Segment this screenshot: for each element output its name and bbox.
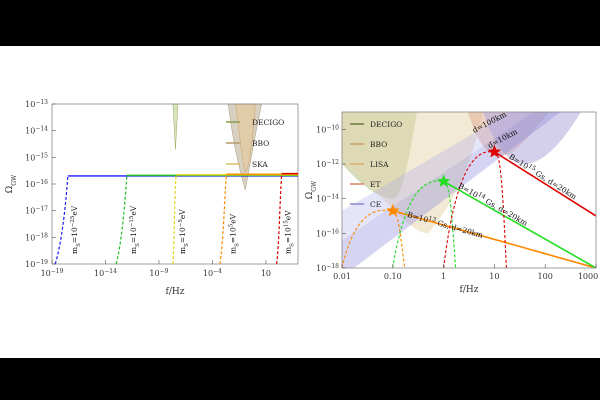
left-ytick-label-6: 10−13 (25, 99, 48, 110)
right-ylabel: ΩGW (305, 180, 318, 199)
bbo-region-right (342, 112, 484, 234)
left-ytick-label-2: 10−17 (25, 205, 48, 216)
right-ytick-label-4: 10−18 (316, 263, 339, 274)
ce-region-right (483, 112, 581, 164)
left-xlabel: f/Hz (166, 287, 185, 297)
left-xtick-label-1: 10−14 (94, 268, 117, 279)
right-series-tail-2 (493, 151, 596, 217)
distance-band-upper (342, 112, 534, 241)
left-ytick-label-4: 10−15 (25, 152, 48, 163)
right-ytick-label-2: 10−14 (316, 193, 339, 204)
left-ytick-label-1: 10−18 (25, 232, 48, 243)
right-legend-label-1: BBO (370, 140, 387, 149)
right-xtick-label-5: 1000 (578, 272, 598, 281)
right-series-star-1 (436, 174, 451, 187)
left-legend-label-2: SKA (252, 160, 268, 169)
series-label-0: mS=10−25eV (70, 205, 82, 254)
right-series-star-0 (386, 203, 400, 217)
series-label-1: mS=10−15eV (129, 205, 141, 254)
figure-panel: mS=10−25eV mS=10−15eV mS=10−5eV mS=105eV mS=… (0, 46, 600, 358)
distance-band (342, 112, 561, 268)
right-plot-frame (341, 111, 597, 269)
series-rise-2 (172, 174, 177, 265)
series-label-4: mS=1015eV (284, 210, 296, 254)
left-chart: mS=10−25eV mS=10−15eV mS=10−5eV mS=105eV mS=… (5, 99, 299, 297)
right-legend-label-0: DECIGO (370, 120, 402, 129)
left-xtick-label-3: 10−4 (203, 268, 222, 279)
right-legend-label-2: LISA (370, 160, 389, 169)
figure-svg: mS=10−25eV mS=10−15eV mS=10−5eV mS=105eV mS=… (5, 99, 598, 298)
left-ytick-label-3: 10−16 (25, 179, 48, 190)
series-label-2: mS=10−5eV (178, 209, 190, 254)
series-rise-4 (276, 173, 283, 265)
right-series-label-1: B=1014 Gs, d=20km (457, 180, 530, 228)
left-ylabel: ΩGW (5, 174, 18, 193)
right-series-star-2 (487, 144, 502, 158)
right-legend-label-3: ET (370, 180, 380, 189)
left-xtick-label-0: 10−19 (41, 268, 64, 279)
bbo-region (235, 103, 256, 173)
series-rise-0 (54, 175, 69, 265)
right-series-label-2: B=1015 Gs, d=20km (507, 151, 579, 202)
left-legend-label-0: DECIGO (252, 118, 284, 127)
right-ytick-label-1: 10−12 (316, 159, 339, 170)
left-ytick-label-0: 10−19 (25, 259, 48, 270)
left-ytick-label-5: 10−14 (25, 125, 48, 135)
right-xtick-label-3: 10 (489, 272, 499, 281)
right-xtick-label-2: 1 (441, 272, 446, 281)
ska-region (172, 103, 179, 150)
right-series-tail-1 (443, 180, 596, 268)
right-xtick-label-4: 100 (538, 272, 553, 281)
right-ytick-label-0: 10−10 (316, 124, 339, 135)
right-xlabel: f/Hz (460, 285, 479, 295)
series-rise-1 (115, 175, 128, 265)
series-rise-3 (219, 174, 227, 265)
right-xtick-label-1: 0.10 (384, 272, 402, 281)
series-label-3: mS=105eV (228, 213, 240, 254)
right-xtick-label-0: 0.01 (333, 272, 351, 281)
left-xtick-label-4: 10 (261, 269, 271, 278)
right-chart-plot (342, 112, 596, 268)
left-legend-label-1: BBO (252, 139, 269, 148)
right-series-tail-0 (392, 210, 596, 268)
right-legend-label-4: CE (370, 200, 381, 209)
right-ytick-label-3: 10−16 (316, 228, 339, 239)
left-xtick-label-2: 10−9 (149, 268, 168, 279)
